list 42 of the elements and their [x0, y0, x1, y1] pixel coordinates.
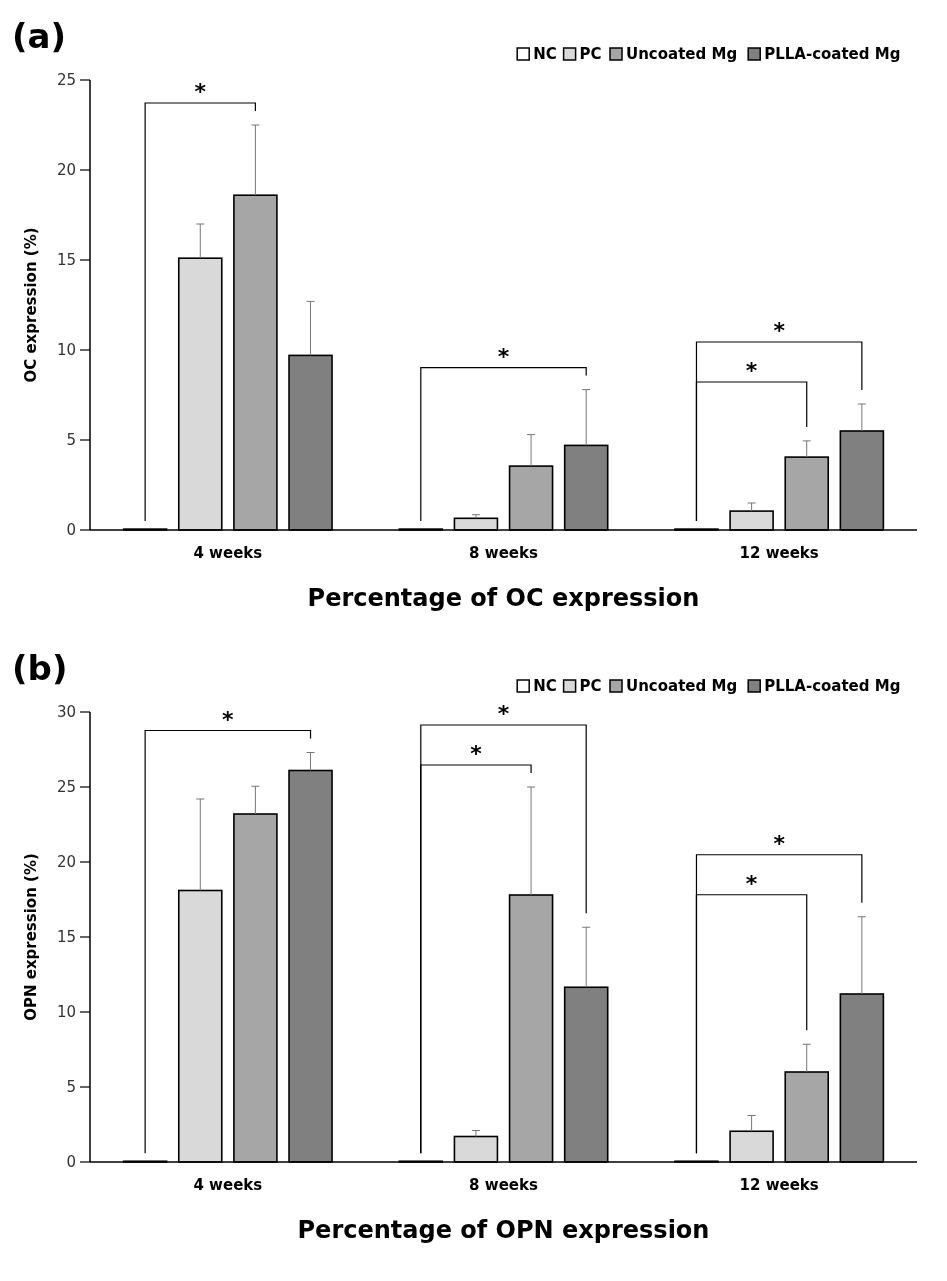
annotation: * [194, 79, 207, 104]
x-tick-label: 4 weeks [193, 1176, 263, 1194]
y-axis-title: OC expression (%) [22, 227, 40, 383]
y-tick-label: 15 [56, 251, 76, 270]
annotation: * [745, 870, 758, 896]
x-tick-label: 4 weeks [193, 544, 263, 562]
legend-label: PC [579, 677, 602, 695]
y-tick-label: 20 [56, 853, 76, 872]
y-tick-label: 0 [66, 521, 76, 540]
legend-label: PLLA-coated Mg [764, 677, 901, 695]
y-tick-label: 5 [66, 431, 76, 450]
annotation: * [773, 830, 786, 856]
legend-label: Uncoated Mg [626, 45, 738, 63]
y-axis-title: OPN expression (%) [22, 853, 40, 1021]
legend-label: PLLA-coated Mg [764, 45, 901, 63]
y-tick-label: 15 [56, 928, 76, 947]
x-tick-label: 8 weeks [469, 544, 538, 562]
x-axis-title: Percentage of OPN expression [297, 1216, 710, 1244]
legend-label: PC [579, 45, 602, 63]
x-tick-label: 8 weeks [469, 1176, 538, 1194]
y-tick-label: 10 [56, 1003, 76, 1022]
y-tick-label: 30 [56, 703, 76, 722]
y-tick-label: 10 [56, 341, 76, 360]
y-tick-label: 5 [66, 1078, 76, 1097]
annotation: * [497, 343, 510, 369]
chart-title: (a) [12, 16, 67, 56]
y-tick-label: 20 [56, 161, 76, 180]
annotation: * [470, 741, 483, 766]
legend-label: NC [533, 45, 557, 63]
y-tick-label: 0 [66, 1153, 76, 1172]
x-tick-label: 12 weeks [739, 1176, 819, 1194]
chart-title: (b) [12, 648, 68, 688]
x-tick-label: 12 weeks [739, 544, 819, 562]
y-tick-label: 25 [56, 778, 76, 797]
annotation: * [497, 701, 510, 726]
annotation: * [222, 706, 235, 732]
x-axis-title: Percentage of OC expression [307, 584, 700, 612]
annotation: * [745, 358, 758, 383]
legend-label: Uncoated Mg [626, 677, 738, 695]
y-tick-label: 25 [56, 71, 76, 90]
annotation: * [773, 318, 786, 343]
legend-label: NC [533, 677, 557, 695]
